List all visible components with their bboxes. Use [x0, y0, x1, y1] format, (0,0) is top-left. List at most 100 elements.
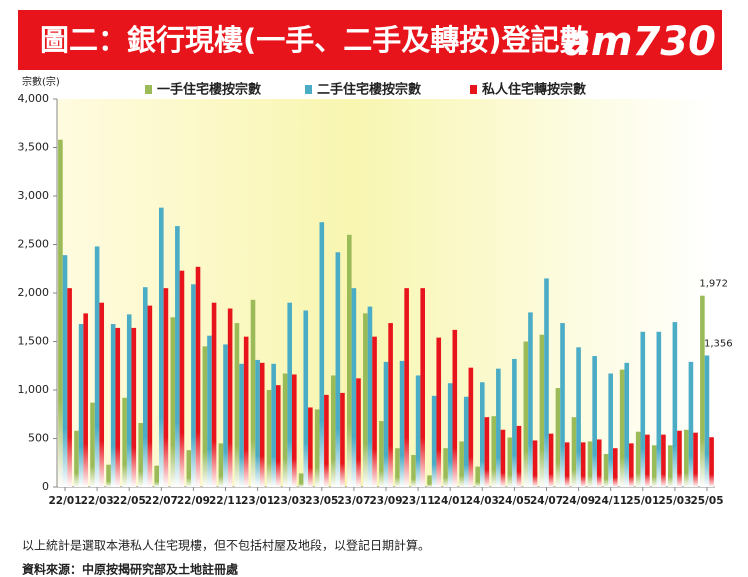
bar [138, 422, 143, 487]
bar [468, 367, 474, 487]
bar [704, 355, 710, 487]
bar [324, 394, 329, 487]
logo: am730 [564, 19, 716, 65]
footnote: 以上統計是選取本港私人住宅現樓，但不包括村屋及地段，以登記日期計算。 [22, 538, 430, 553]
bar [170, 317, 176, 487]
bar [379, 421, 384, 487]
bar [223, 344, 228, 487]
bar [351, 288, 357, 487]
y-tick-label: 2,500 [18, 238, 50, 251]
bar [110, 324, 116, 487]
bar [83, 313, 88, 487]
bar [319, 222, 325, 487]
bar [255, 359, 260, 487]
y-axis-label: 宗數(宗) [22, 75, 60, 88]
bar [415, 375, 421, 487]
bar [308, 407, 313, 487]
bar [608, 373, 613, 487]
bar [58, 139, 63, 488]
bar [411, 454, 416, 487]
y-tick-label: 2,000 [18, 286, 50, 299]
x-tick-label: 23/05 [305, 495, 338, 507]
bar [239, 363, 244, 487]
bar [560, 323, 565, 487]
bar [282, 373, 288, 487]
bar [677, 430, 682, 487]
x-tick-label: 24/07 [530, 495, 563, 507]
bar [580, 442, 586, 487]
bar [539, 334, 545, 487]
x-tick-label: 23/11 [402, 495, 435, 507]
y-tick-label: 1,500 [18, 335, 50, 348]
bar [78, 324, 84, 487]
bar [596, 439, 602, 487]
x-tick-label: 24/01 [434, 495, 467, 507]
y-tick-label: 3,000 [18, 189, 50, 202]
data-label: 1,356 [704, 338, 733, 349]
bar [496, 368, 501, 487]
bar [576, 347, 581, 487]
x-tick-label: 25/03 [658, 495, 691, 507]
x-tick-label: 24/05 [498, 495, 531, 507]
bar [179, 270, 185, 487]
x-tick-label: 22/09 [177, 495, 210, 507]
bar [122, 397, 127, 487]
bar [452, 329, 458, 487]
bar [420, 288, 425, 487]
bar [147, 305, 153, 487]
x-tick-label: 22/03 [81, 495, 114, 507]
bar [532, 440, 538, 487]
bar [709, 437, 714, 487]
bar [99, 302, 105, 487]
bar [195, 266, 201, 487]
bar [399, 360, 405, 487]
x-tick-label: 22/07 [145, 495, 178, 507]
bar [191, 284, 196, 487]
bar [500, 429, 506, 487]
bar [175, 226, 180, 487]
x-tick-label: 24/11 [594, 495, 627, 507]
bar [202, 346, 208, 487]
bar [475, 466, 480, 487]
source: 資料來源：中原按揭研究部及土地註冊處 [22, 562, 238, 577]
bar [512, 358, 517, 487]
bar [523, 341, 529, 487]
bar [544, 278, 549, 487]
bar [629, 443, 634, 487]
bar [131, 327, 137, 487]
bar [159, 207, 164, 487]
legend-label: 私人住宅轉按宗數 [482, 82, 586, 98]
bar [645, 434, 650, 487]
bar [234, 323, 240, 487]
bar [218, 443, 224, 487]
bar [700, 295, 705, 487]
bar [292, 374, 297, 487]
bar [243, 336, 249, 487]
x-tick-label: 23/09 [369, 495, 402, 507]
bar [163, 288, 169, 487]
bar [287, 302, 293, 487]
y-tick-label: 4,000 [18, 92, 50, 105]
bar [635, 431, 641, 487]
bar [612, 448, 618, 487]
bar [624, 362, 630, 487]
bar [479, 382, 485, 487]
bar [427, 475, 432, 487]
bar [94, 246, 100, 487]
bar [661, 434, 666, 487]
bar [367, 306, 373, 487]
bar [330, 375, 336, 487]
title-banner [18, 10, 722, 70]
bar [555, 388, 561, 487]
bar [154, 465, 160, 487]
bar [693, 432, 698, 487]
x-tick-label: 25/05 [690, 495, 723, 507]
bar [388, 323, 393, 487]
bar [67, 288, 72, 487]
bar [142, 287, 148, 487]
bar [372, 336, 377, 487]
x-tick-label: 24/09 [562, 495, 595, 507]
bar [672, 322, 678, 487]
bar [314, 409, 320, 487]
bar [356, 378, 361, 487]
